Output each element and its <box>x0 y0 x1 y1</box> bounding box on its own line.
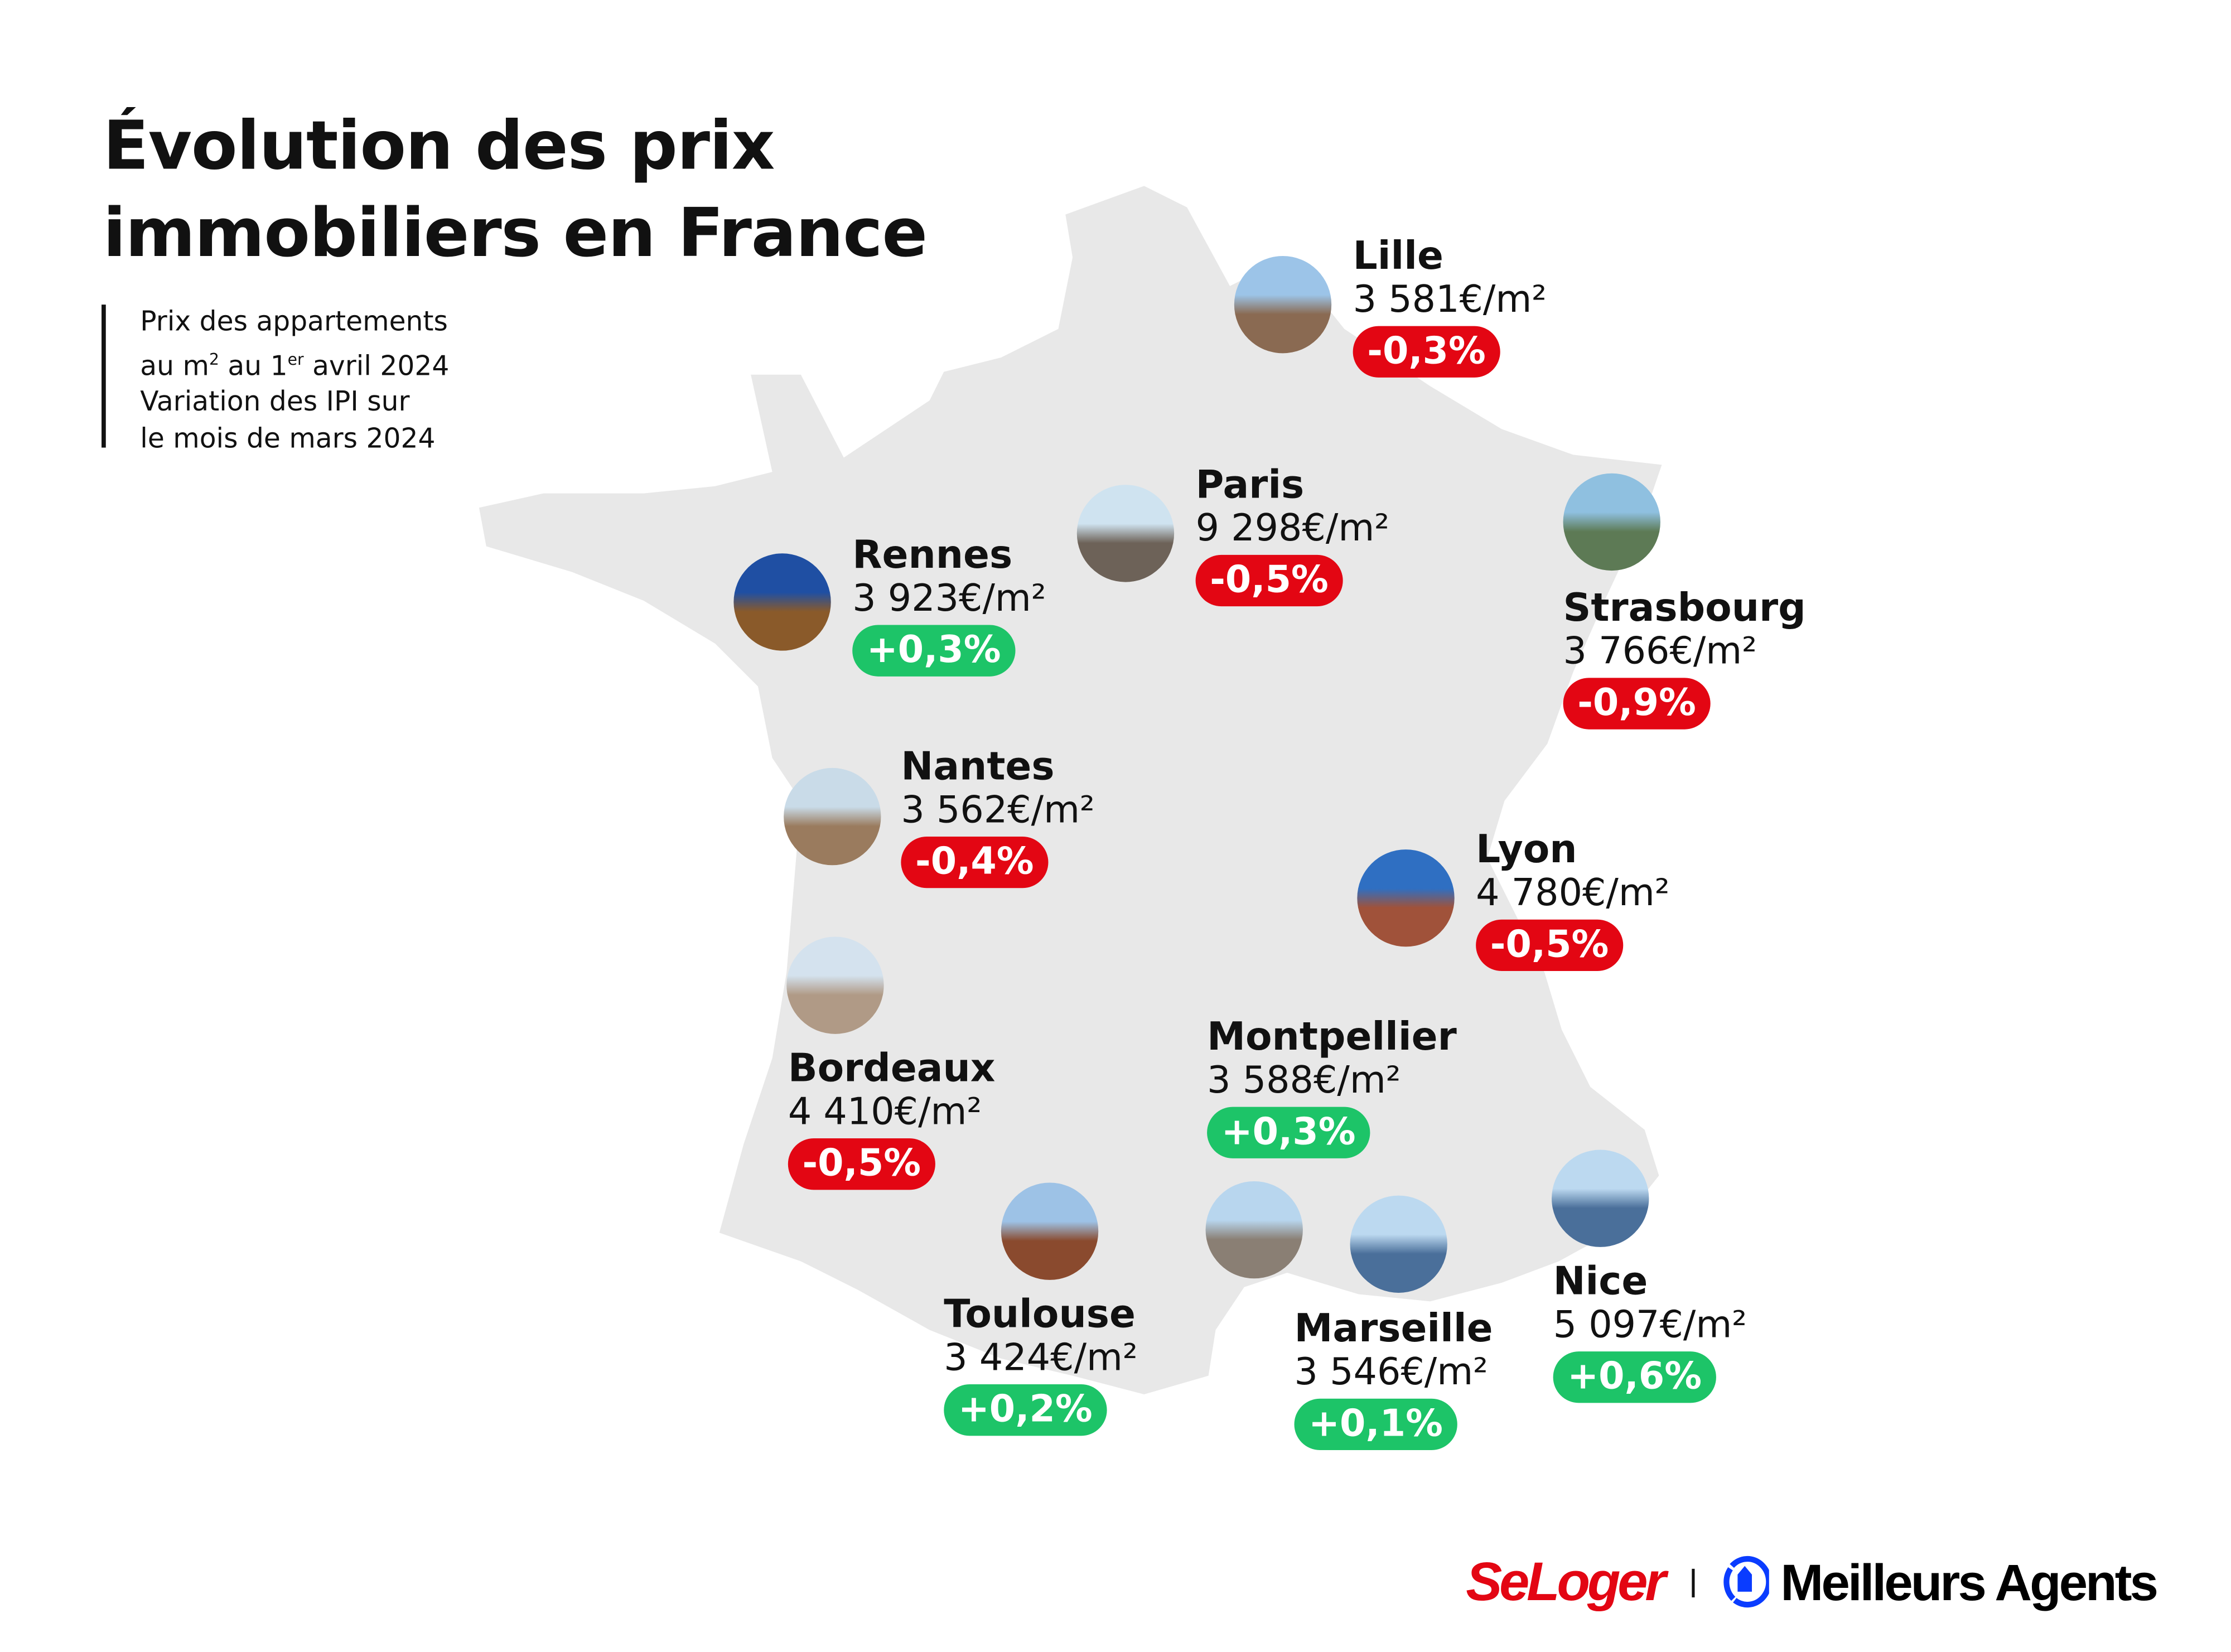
variation-badge: -0,4% <box>901 836 1049 888</box>
seloger-logo: SeLoger <box>1466 1552 1666 1613</box>
subtitle-line: le mois de mars 2024 <box>140 423 436 455</box>
logo-divider <box>1692 1568 1695 1598</box>
city-price: 3 424€/m² <box>944 1337 1138 1380</box>
subtitle-line: au m2 au 1er avril 2024 <box>140 341 449 385</box>
city-paris: Paris 9 298€/m² -0,5% <box>1195 463 1389 607</box>
meilleurs-agents-house-icon <box>1723 1556 1769 1608</box>
text: au m <box>140 350 209 382</box>
city-toulouse: Toulouse 3 424€/m² +0,2% <box>944 1292 1138 1436</box>
city-photo-toulouse <box>1001 1182 1099 1280</box>
city-name: Nice <box>1553 1259 1648 1305</box>
france-silhouette <box>479 186 1662 1394</box>
variation-badge: +0,2% <box>944 1384 1107 1436</box>
city-strasbourg: Strasbourg 3 766€/m² -0,9% <box>1563 586 1806 730</box>
title-line: immobiliers en France <box>103 194 928 273</box>
city-name: Montpellier <box>1207 1015 1457 1060</box>
city-name: Strasbourg <box>1563 586 1806 631</box>
city-photo-marseille <box>1350 1195 1447 1293</box>
city-name: Paris <box>1195 463 1305 508</box>
city-name: Bordeaux <box>788 1046 996 1091</box>
city-name: Marseille <box>1294 1307 1493 1352</box>
variation-badge: -0,5% <box>1476 919 1624 972</box>
city-price: 3 546€/m² <box>1294 1351 1488 1394</box>
text: au 1 <box>219 350 288 382</box>
city-price: 3 766€/m² <box>1563 630 1757 674</box>
city-price: 3 923€/m² <box>852 577 1046 621</box>
variation-badge: -0,5% <box>788 1138 935 1190</box>
variation-badge: +0,3% <box>1207 1107 1370 1158</box>
city-price: 4 780€/m² <box>1476 872 1670 916</box>
variation-badge: +0,1% <box>1294 1398 1457 1450</box>
city-name: Rennes <box>852 533 1013 578</box>
city-photo-marseille <box>1205 1181 1303 1279</box>
city-lille: Lille 3 581€/m² -0,3% <box>1353 234 1547 378</box>
city-photo-rennes <box>733 553 831 651</box>
variation-badge: -0,5% <box>1195 554 1343 607</box>
city-marseille: Marseille 3 546€/m² +0,1% <box>1294 1307 1493 1450</box>
superscript: er <box>287 349 304 369</box>
city-lyon: Lyon 4 780€/m² -0,5% <box>1476 828 1670 972</box>
city-photo-lille <box>1234 255 1332 354</box>
city-photo-paris <box>1076 485 1175 582</box>
city-montpellier: Montpellier 3 588€/m² +0,3% <box>1207 1015 1457 1158</box>
city-photo-lyon <box>1357 849 1455 947</box>
city-name: Lille <box>1353 234 1443 279</box>
city-photo-strasbourg <box>1563 473 1660 571</box>
city-nice: Nice 5 097€/m² +0,6% <box>1553 1259 1747 1403</box>
subtitle-line: Variation des IPI sur <box>140 387 410 418</box>
page-title: Évolution des prix immobiliers en France <box>103 103 928 278</box>
city-photo-nice <box>1552 1149 1649 1247</box>
variation-badge: +0,3% <box>852 625 1016 677</box>
subtitle: Prix des appartements au m2 au 1er avril… <box>102 305 449 455</box>
city-price: 3 588€/m² <box>1207 1059 1401 1103</box>
footer-logos: SeLoger Meilleurs Agents <box>1466 1547 2158 1619</box>
city-name: Nantes <box>901 745 1055 790</box>
city-rennes: Rennes 3 923€/m² +0,3% <box>852 533 1046 677</box>
city-price: 3 562€/m² <box>901 789 1095 833</box>
city-bordeaux: Bordeaux 4 410€/m² -0,5% <box>788 1046 996 1190</box>
city-price: 3 581€/m² <box>1353 278 1547 322</box>
city-price: 9 298€/m² <box>1195 508 1389 551</box>
city-photo-nantes <box>784 767 881 866</box>
city-name: Toulouse <box>944 1292 1136 1337</box>
superscript: 2 <box>209 349 219 369</box>
variation-badge: -0,3% <box>1353 326 1500 378</box>
city-photo-bordeaux <box>786 936 884 1034</box>
city-name: Lyon <box>1476 828 1577 873</box>
subtitle-line: Prix des appartements <box>140 306 448 338</box>
variation-badge: +0,6% <box>1553 1351 1716 1403</box>
city-price: 5 097€/m² <box>1553 1304 1747 1347</box>
variation-badge: -0,9% <box>1563 678 1711 730</box>
title-line: Évolution des prix <box>103 107 775 186</box>
city-price: 4 410€/m² <box>788 1091 982 1134</box>
text: avril 2024 <box>303 350 450 382</box>
meilleurs-agents-logo: Meilleurs Agents <box>1780 1553 2158 1612</box>
city-nantes: Nantes 3 562€/m² -0,4% <box>901 745 1095 888</box>
